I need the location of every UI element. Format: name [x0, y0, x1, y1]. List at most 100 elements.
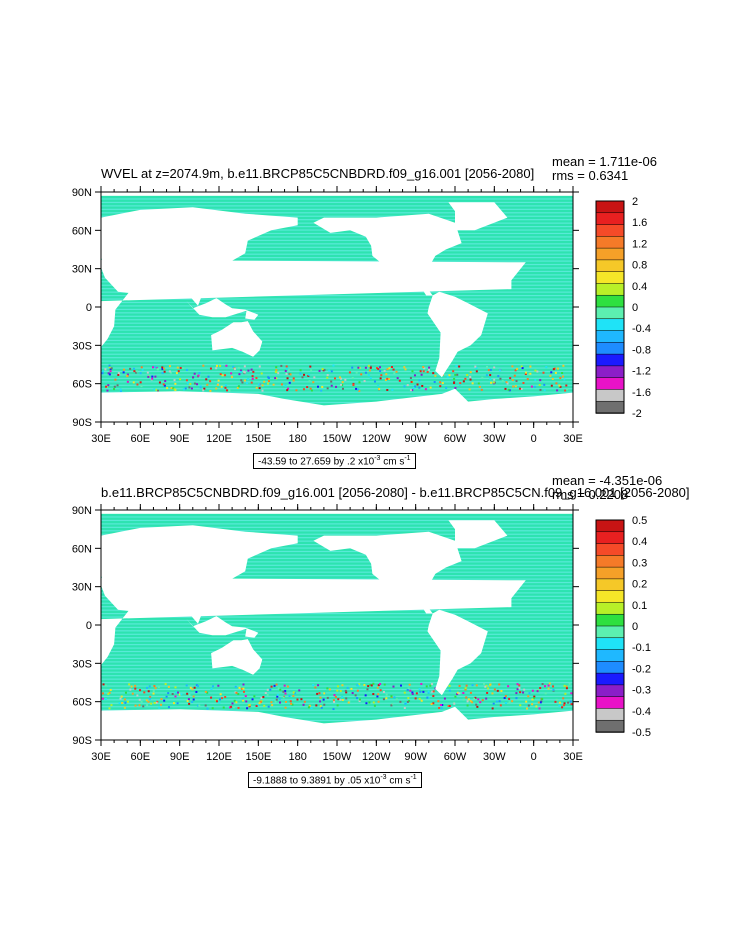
field-noise: [352, 384, 355, 387]
field-noise: [283, 684, 286, 687]
field-noise: [147, 690, 150, 693]
x-tick-label: 0: [531, 433, 537, 445]
ocean-texture: [101, 619, 573, 622]
field-noise: [360, 373, 363, 376]
field-noise: [485, 684, 488, 687]
field-noise: [109, 367, 112, 370]
field-noise: [282, 690, 285, 693]
field-noise: [241, 381, 244, 384]
field-noise: [338, 376, 341, 379]
colorbar-label: -0.5: [632, 727, 651, 739]
ocean-texture: [101, 381, 573, 383]
y-tick-label: 60N: [72, 543, 92, 555]
field-noise: [251, 377, 254, 380]
field-noise: [309, 387, 312, 390]
field-noise: [186, 692, 189, 695]
field-noise: [486, 691, 489, 694]
field-noise: [193, 686, 196, 689]
field-noise: [481, 699, 484, 702]
field-noise: [563, 704, 566, 707]
field-noise: [326, 696, 329, 699]
field-noise: [251, 375, 254, 378]
ocean-texture: [101, 654, 573, 656]
panel1-map: 30E 60E 90E 120E 150E 180 150W 120W 90W 60W 30W 0 30…: [72, 186, 651, 445]
field-noise: [511, 700, 514, 703]
field-noise: [533, 385, 536, 388]
field-noise: [379, 377, 382, 380]
land-mask: [427, 609, 488, 696]
field-noise: [113, 388, 116, 391]
colorbar-label: 0.1: [632, 600, 647, 612]
colorbar-label: 0.4: [632, 281, 647, 293]
ocean-texture: [101, 519, 573, 522]
field-noise: [344, 378, 347, 381]
field-noise: [182, 388, 185, 391]
field-noise: [308, 373, 311, 376]
field-noise: [561, 706, 564, 709]
ocean-texture: [101, 671, 573, 673]
field-noise: [518, 687, 521, 690]
ocean-texture: [101, 201, 573, 204]
field-noise: [204, 704, 207, 707]
field-noise: [206, 707, 209, 710]
field-noise: [404, 368, 407, 371]
ocean-texture: [101, 561, 573, 563]
field-noise: [224, 374, 227, 377]
field-noise: [246, 382, 249, 385]
field-noise: [168, 370, 171, 373]
field-noise: [365, 702, 368, 705]
ocean-texture: [101, 253, 573, 255]
field-noise: [427, 696, 430, 699]
field-noise: [206, 691, 209, 694]
field-noise: [340, 383, 343, 386]
colorbar-bin: [595, 566, 625, 580]
field-noise: [426, 696, 429, 699]
field-noise: [141, 368, 144, 371]
land-mask: [186, 616, 259, 638]
field-noise: [310, 369, 313, 372]
panel2-range-text: -9.1888 to 9.3891 by .05 x10: [253, 775, 381, 787]
field-noise: [180, 693, 183, 696]
field-noise: [302, 388, 305, 391]
land-mask: [101, 706, 573, 740]
field-noise: [326, 687, 329, 690]
field-noise: [195, 690, 198, 693]
colorbar-label: -0.1: [632, 642, 651, 654]
field-noise: [354, 694, 357, 697]
field-noise: [140, 385, 143, 388]
field-noise: [465, 696, 468, 699]
field-noise: [496, 689, 499, 692]
field-noise: [205, 378, 208, 381]
panel1-range-unit: cm s: [380, 456, 405, 468]
field-noise: [418, 687, 421, 690]
field-noise: [153, 388, 156, 391]
field-noise: [235, 691, 238, 694]
field-noise: [471, 382, 474, 385]
field-noise: [566, 388, 569, 391]
x-tick-label: 150E: [245, 751, 271, 763]
ocean-texture: [101, 616, 573, 618]
field-noise: [101, 692, 104, 695]
field-noise: [186, 381, 189, 384]
field-noise: [142, 705, 145, 708]
field-noise: [131, 692, 134, 695]
field-noise: [287, 387, 290, 390]
field-noise: [515, 692, 518, 695]
ocean-texture: [101, 716, 573, 718]
field-noise: [296, 698, 299, 701]
field-noise: [220, 385, 223, 388]
field-noise: [140, 700, 143, 703]
field-noise: [507, 388, 510, 391]
field-noise: [161, 372, 164, 375]
field-noise: [218, 701, 221, 704]
field-noise: [217, 684, 220, 687]
colorbar-label: 1.6: [632, 217, 647, 229]
field-noise: [495, 700, 498, 703]
ocean-texture: [101, 685, 573, 687]
field-noise: [106, 389, 109, 392]
field-noise: [563, 378, 566, 381]
field-noise: [108, 691, 111, 694]
ocean-texture: [101, 322, 573, 324]
field-noise: [555, 382, 558, 385]
field-noise: [489, 374, 492, 377]
